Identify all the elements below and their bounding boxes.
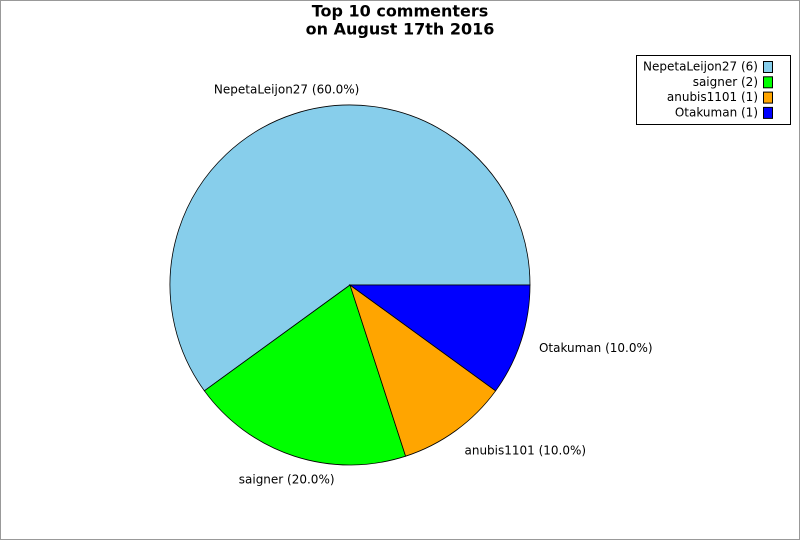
pie-slice (203, 284, 407, 466)
chart-title: on August 17th 2016 (306, 20, 495, 39)
pie-slice (169, 104, 531, 392)
pie-slice (348, 284, 531, 392)
slice-label: NepetaLeijon27 (60.0%) (214, 83, 359, 97)
legend-label: Otakuman (1) (675, 105, 758, 119)
slice-label: saigner (20.0%) (239, 472, 335, 486)
legend-swatch (763, 76, 773, 89)
legend-swatch (763, 61, 773, 73)
slice-label: anubis1101 (10.0%) (464, 443, 586, 457)
chart-title: Top 10 commenters (312, 2, 489, 21)
pie-slice (349, 283, 497, 457)
legend-label: anubis1101 (1) (667, 90, 758, 104)
legend-swatch (763, 106, 773, 119)
legend-label: saigner (2) (693, 75, 758, 89)
slice-label: Otakuman (10.0%) (539, 341, 653, 355)
legend-swatch (763, 91, 773, 104)
legend-label: NepetaLeijon27 (6) (643, 60, 758, 74)
